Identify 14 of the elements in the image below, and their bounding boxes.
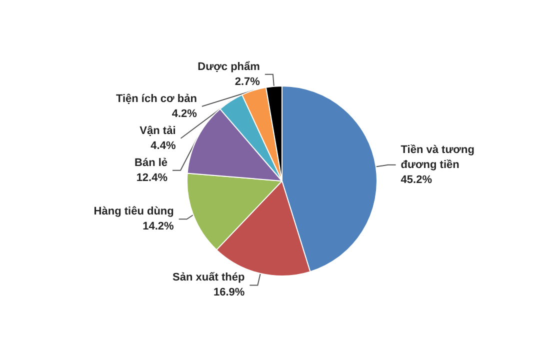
data-label: 45.2% [400, 174, 432, 186]
slice-label: Vận tải [140, 124, 176, 137]
data-label: 2.7% [234, 76, 260, 88]
slice-label: Bán lẻ [134, 156, 168, 169]
data-label: 4.4% [150, 140, 176, 152]
data-label: 4.2% [172, 108, 198, 120]
slice-label: Sản xuất thép [172, 272, 245, 284]
slice-label: Dược phẩm [198, 60, 260, 73]
slice-label: Hàng tiêu dùng [94, 206, 174, 218]
data-label: 12.4% [136, 172, 168, 184]
data-label: 16.9% [213, 286, 245, 299]
slice-label: Tiện ích cơ bản [116, 92, 198, 105]
slice-label: Tiền và tương đương tiền [400, 144, 478, 171]
data-label: 14.2% [142, 220, 174, 233]
